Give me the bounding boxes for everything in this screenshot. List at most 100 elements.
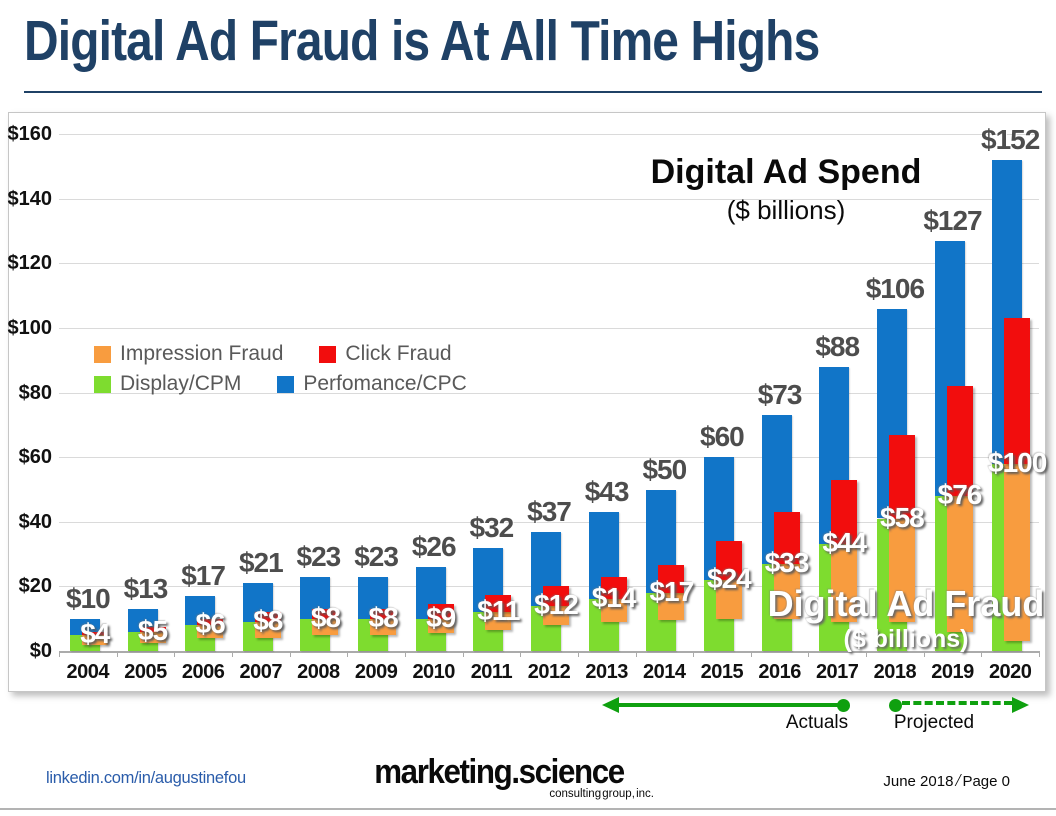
spend-total-label-2007: $21	[238, 547, 284, 579]
bar-click-fraud-2012	[543, 586, 569, 606]
x-axis-tick-0	[59, 651, 60, 657]
bar-impression-fraud-2018	[888, 518, 915, 622]
spend-total-label-2008: $23	[296, 540, 342, 572]
spend-total-label-2006: $17	[181, 560, 226, 592]
chart-area: Digital Ad Spend ($ billions) Digital Ad…	[8, 112, 1047, 692]
x-axis-tick-8	[520, 651, 522, 657]
fraud-total-label-2012: $12	[534, 588, 579, 620]
projected-arrow-dot-icon	[889, 699, 902, 712]
chart-overlay-subtitle-spend: ($ billions)	[726, 195, 846, 225]
x-axis-label-2006: 2006	[181, 661, 225, 683]
slide-title: Digital Ad Fraud is At All Time Highs	[24, 9, 820, 73]
spend-total-label-2009: $23	[354, 540, 399, 572]
x-axis-tick-14	[866, 651, 868, 657]
fraud-total-label-2013: $14	[591, 582, 637, 614]
legend-row-1: Impression Fraud Click Fraud	[94, 339, 467, 369]
x-axis-tick-11	[693, 651, 695, 657]
y-axis-label-160: $160	[7, 123, 53, 146]
bar-click-fraud-2007	[254, 612, 281, 622]
brand-name: marketing.science	[374, 753, 625, 791]
spend-total-label-2018: $106	[865, 272, 925, 304]
gridline-140	[59, 198, 1039, 200]
x-axis-tick-7	[462, 651, 464, 657]
x-axis-label-2008: 2008	[297, 661, 340, 683]
spend-total-label-2011: $32	[469, 511, 515, 543]
bar-impression-fraud-2008	[312, 618, 339, 635]
x-axis-tick-9	[577, 651, 579, 657]
x-axis-label-2010: 2010	[412, 661, 455, 683]
x-axis-tick-6	[404, 651, 406, 657]
footer-date: June 2018	[883, 773, 954, 790]
gridline-80	[59, 392, 1039, 394]
legend-item-impression-fraud: Impression Fraud	[94, 342, 283, 366]
legend-label: Perfomance/CPC	[303, 372, 467, 395]
bar-impression-fraud-2005	[139, 631, 166, 643]
linkedin-link[interactable]: linkedin.com/in/augustinefou	[46, 769, 246, 787]
bar-click-fraud-2015	[715, 541, 742, 580]
x-axis-tick-15	[923, 651, 925, 657]
x-axis-tick-2	[174, 651, 176, 657]
bar-performance-cpc-2005	[127, 609, 158, 632]
y-axis-label-120: $120	[7, 252, 53, 275]
bar-click-fraud-2016	[773, 512, 800, 564]
spend-total-label-2020: $152	[981, 124, 1040, 155]
legend-swatch-icon	[277, 375, 295, 393]
spend-total-label-2019: $127	[923, 204, 982, 236]
x-axis-tick-1	[116, 651, 118, 657]
bar-impression-fraud-2015	[715, 579, 742, 619]
actuals-label: Actuals	[785, 712, 849, 733]
chart-overlay-subtitle-fraud: ($ billions)	[843, 625, 969, 653]
footer-page-number: Page 0	[962, 773, 1010, 790]
x-axis-label-2005: 2005	[124, 661, 167, 683]
fraud-total-label-2017: $44	[822, 527, 867, 559]
gridline-60	[59, 457, 1039, 459]
bar-impression-fraud-2012	[543, 605, 569, 626]
actuals-arrow-dot-icon	[837, 699, 850, 712]
bar-click-fraud-2005	[139, 626, 166, 632]
spend-total-label-2013: $43	[584, 476, 630, 508]
y-axis-label-20: $20	[18, 575, 52, 598]
bar-impression-fraud-2013	[600, 599, 627, 622]
x-axis-label-2007: 2007	[239, 661, 283, 683]
bar-click-fraud-2017	[831, 479, 858, 545]
bar-performance-cpc-2004	[69, 618, 100, 635]
spend-total-label-2015: $60	[700, 421, 745, 453]
legend-swatch-icon	[94, 375, 111, 393]
bar-click-fraud-2020	[1004, 318, 1031, 464]
projected-arrowhead-right-icon	[1012, 697, 1029, 713]
legend-item-display-cpm: Display/CPM	[94, 372, 241, 396]
legend-item-perfomance-cpc: Perfomance/CPC	[277, 372, 467, 396]
x-axis-tick-12	[750, 651, 752, 657]
x-axis-label-2009: 2009	[354, 661, 398, 683]
spend-total-label-2004: $10	[65, 582, 111, 614]
bar-impression-fraud-2020	[1004, 463, 1031, 642]
x-axis-tick-5	[347, 651, 349, 657]
fraud-total-label-2006: $6	[195, 608, 226, 640]
slide-bottom-edge	[0, 808, 1056, 810]
fraud-total-label-2009: $8	[368, 601, 399, 633]
bar-impression-fraud-2004	[81, 634, 108, 645]
x-axis-tick-10	[635, 651, 637, 657]
legend-label: Click Fraud	[345, 342, 452, 365]
x-axis-label-2013: 2013	[585, 661, 628, 683]
spend-total-label-2017: $88	[815, 330, 860, 362]
spend-total-label-2016: $73	[757, 379, 803, 411]
x-axis-tick-13	[808, 651, 810, 657]
chart-overlay-title-fraud: Digital Ad Fraud	[767, 583, 1045, 624]
bar-click-fraud-2013	[600, 576, 627, 600]
bar-impression-fraud-2009	[370, 618, 397, 635]
y-axis-label-80: $80	[18, 381, 52, 404]
bar-impression-fraud-2011	[485, 612, 512, 630]
bar-click-fraud-2014	[658, 565, 685, 593]
bar-impression-fraud-2017	[831, 544, 858, 622]
bar-impression-fraud-2014	[658, 592, 685, 621]
fraud-total-label-2007: $8	[253, 604, 283, 636]
bar-click-fraud-2006	[197, 618, 224, 626]
title-underline	[24, 91, 1042, 93]
fraud-total-label-2004: $4	[80, 617, 110, 649]
x-axis-label-2019: 2019	[931, 661, 974, 683]
x-axis-line	[59, 651, 1039, 653]
gridline-100	[59, 328, 1039, 329]
bar-click-fraud-2004	[81, 631, 108, 635]
